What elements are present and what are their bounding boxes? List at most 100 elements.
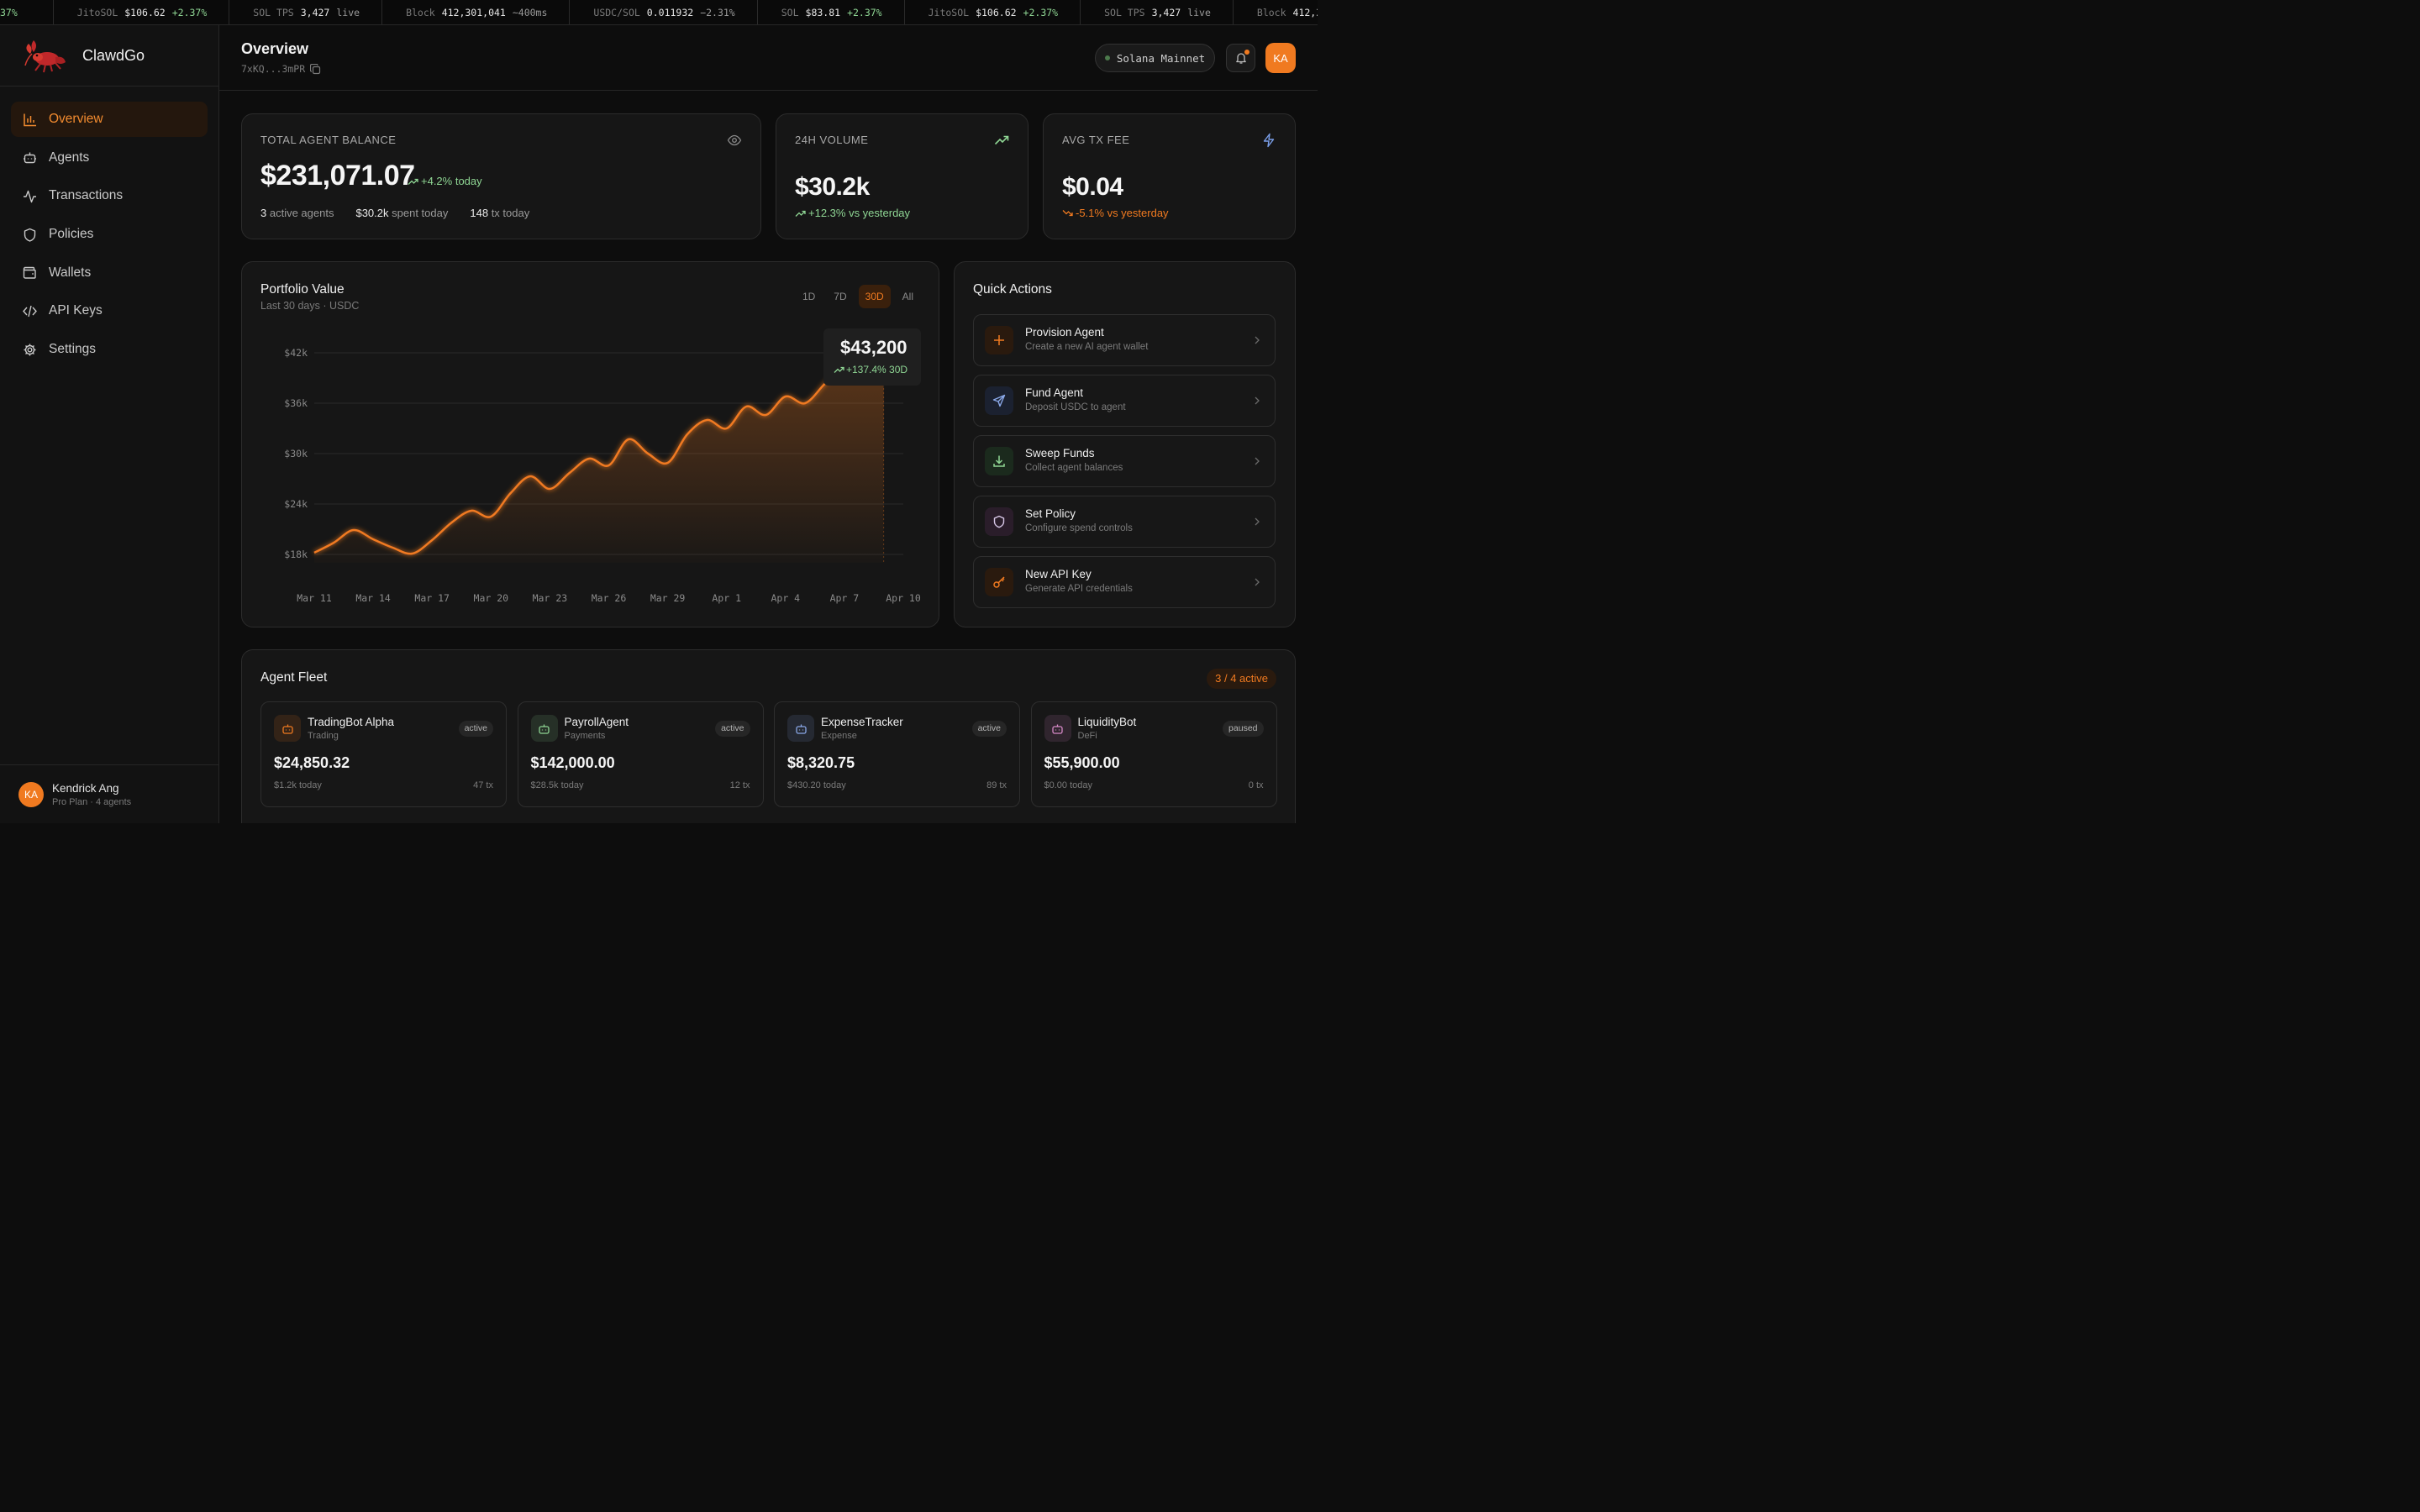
sidebar-item-agents[interactable]: Agents [11, 140, 208, 176]
bot-icon [787, 715, 814, 742]
quick-action-set-policy[interactable]: Set Policy Configure spend controls [973, 496, 1276, 548]
quick-actions-card: Quick Actions Provision Agent Create a ne… [954, 261, 1296, 627]
range-all[interactable]: All [902, 291, 913, 302]
agent-name: LiquidityBot [1077, 716, 1137, 728]
sidebar-item-api-keys[interactable]: API Keys [11, 293, 208, 328]
chevron-right-icon [1255, 578, 1260, 586]
tooltip-value: $43,200 [840, 337, 908, 358]
ticker-item: JitoSOL $106.62 +2.37% [905, 0, 1081, 24]
agent-tx-count: 0 tx [1248, 780, 1264, 790]
quick-action-fund-agent[interactable]: Fund Agent Deposit USDC to agent [973, 375, 1276, 427]
ticker-label: Block [406, 7, 435, 18]
sidebar-nav: Overview Agents Transactions Policies Wallet… [0, 87, 218, 386]
agent-type: Payments [564, 731, 606, 741]
ticker-label: JitoSOL [928, 7, 970, 18]
trend-up-icon [994, 135, 1009, 145]
ticker-label: USDC/SOL [593, 7, 640, 18]
ticker-delta: +2.37% [171, 7, 208, 18]
volume-delta: +12.3% vs yesterday [795, 207, 910, 219]
activity-icon [24, 190, 36, 203]
sidebar-item-transactions[interactable]: Transactions [11, 178, 208, 213]
trend-up-icon [834, 366, 844, 373]
agent-tx-count: 47 tx [473, 780, 493, 790]
quick-action-provision-agent[interactable]: Provision Agent Create a new AI agent wal… [973, 314, 1276, 366]
agent-spent-today: $430.20 today [787, 780, 846, 790]
lobster-logo-icon [24, 40, 66, 73]
sidebar-item-label: Agents [49, 150, 90, 165]
sidebar-item-label: API Keys [49, 303, 103, 318]
volume-value: $30.2k [795, 173, 870, 201]
balance-label: TOTAL AGENT BALANCE [260, 134, 397, 146]
agent-card[interactable]: TradingBot Alpha Trading active $24,850.32 $… [260, 701, 507, 807]
quick-action-label: Provision Agent [1025, 326, 1104, 339]
ticker-value: 3,427 [1151, 7, 1181, 18]
ticker-label: Block [1256, 7, 1286, 18]
balance-delta: +4.2% today [408, 175, 482, 187]
fleet-title: Agent Fleet [260, 670, 328, 685]
copy-icon[interactable] [310, 63, 321, 75]
x-tick-label: Mar 11 [297, 592, 332, 604]
avg-fee-card: AVG TX FEE $0.04 -5.1% vs yesterday [1043, 113, 1296, 239]
chart-title: Portfolio Value [260, 282, 345, 297]
meta-tx-today: 148 tx today [470, 207, 530, 219]
quick-actions-title: Quick Actions [973, 282, 1052, 297]
agent-balance: $55,900.00 [1044, 754, 1120, 771]
tooltip-delta: +137.4% 30D [834, 364, 908, 375]
sidebar-item-overview[interactable]: Overview [11, 102, 208, 137]
ticker-item: SOL TPS 3,427 live [1081, 0, 1234, 24]
notification-dot [1244, 50, 1249, 55]
header-avatar[interactable]: KA [1265, 43, 1296, 73]
plus-icon [985, 326, 1013, 354]
user-name: Kendrick Ang [52, 781, 119, 795]
code-icon [23, 305, 37, 318]
notifications-button[interactable] [1226, 44, 1255, 72]
x-tick-label: Apr 1 [712, 592, 741, 604]
agent-status-badge: paused [1223, 721, 1264, 737]
sidebar-item-policies[interactable]: Policies [11, 217, 208, 252]
ticker-delta: −2.31% [700, 7, 735, 18]
agent-name: TradingBot Alpha [308, 716, 395, 728]
bot-icon [24, 152, 36, 164]
chart-subtitle: Last 30 days · USDC [260, 300, 360, 312]
agent-spent-today: $28.5k today [530, 780, 584, 790]
bot-icon [530, 715, 558, 742]
agent-card[interactable]: LiquidityBot DeFi paused $55,900.00 $0.00 to… [1030, 701, 1277, 807]
sidebar-item-settings[interactable]: Settings [11, 332, 208, 367]
fee-delta-text: -5.1% vs yesterday [1076, 207, 1169, 219]
agent-status-badge: active [715, 721, 750, 737]
agent-type: Trading [308, 731, 339, 741]
agent-tx-count: 12 tx [729, 780, 750, 790]
x-tick-label: Mar 29 [650, 592, 686, 604]
agent-card[interactable]: PayrollAgent Payments active $142,000.00 $28… [517, 701, 764, 807]
user-profile[interactable]: KA Kendrick Ang Pro Plan · 4 agents [0, 764, 218, 823]
quick-action-desc: Generate API credentials [1025, 584, 1133, 594]
sidebar-item-wallets[interactable]: Wallets [11, 255, 208, 291]
bar-chart-icon [24, 113, 36, 126]
ticker-delta: live [336, 7, 360, 18]
network-selector[interactable]: Solana Mainnet [1095, 44, 1215, 72]
agent-card[interactable]: ExpenseTracker Expense active $8,320.75 $430… [774, 701, 1020, 807]
shield-icon [985, 507, 1013, 536]
eye-icon[interactable] [727, 133, 742, 148]
ticker-label: JitoSOL [76, 7, 118, 18]
agent-status-badge: active [458, 721, 493, 737]
x-tick-label: Mar 14 [355, 592, 391, 604]
quick-action-label: Set Policy [1025, 507, 1076, 520]
download-icon [985, 447, 1013, 475]
ticker-label: SOL TPS [1104, 7, 1145, 18]
x-tick-label: Apr 4 [771, 592, 800, 604]
range-30d[interactable]: 30D [858, 285, 891, 308]
x-tick-label: Mar 23 [533, 592, 568, 604]
agent-balance: $8,320.75 [787, 754, 855, 771]
fee-delta: -5.1% vs yesterday [1062, 207, 1169, 219]
quick-action-sweep-funds[interactable]: Sweep Funds Collect agent balances [973, 435, 1276, 487]
brand[interactable]: ClawdGo [0, 25, 218, 87]
range-1d[interactable]: 1D [802, 291, 816, 302]
user-plan: Pro Plan · 4 agents [52, 796, 132, 807]
page-title: Overview [241, 40, 309, 57]
range-7d[interactable]: 7D [834, 291, 847, 302]
y-tick-label: $30k [284, 448, 308, 459]
quick-action-new-api-key[interactable]: New API Key Generate API credentials [973, 556, 1276, 608]
page-header: Overview 7xKQ...3mPR Solana Mainnet KA [219, 25, 1318, 91]
